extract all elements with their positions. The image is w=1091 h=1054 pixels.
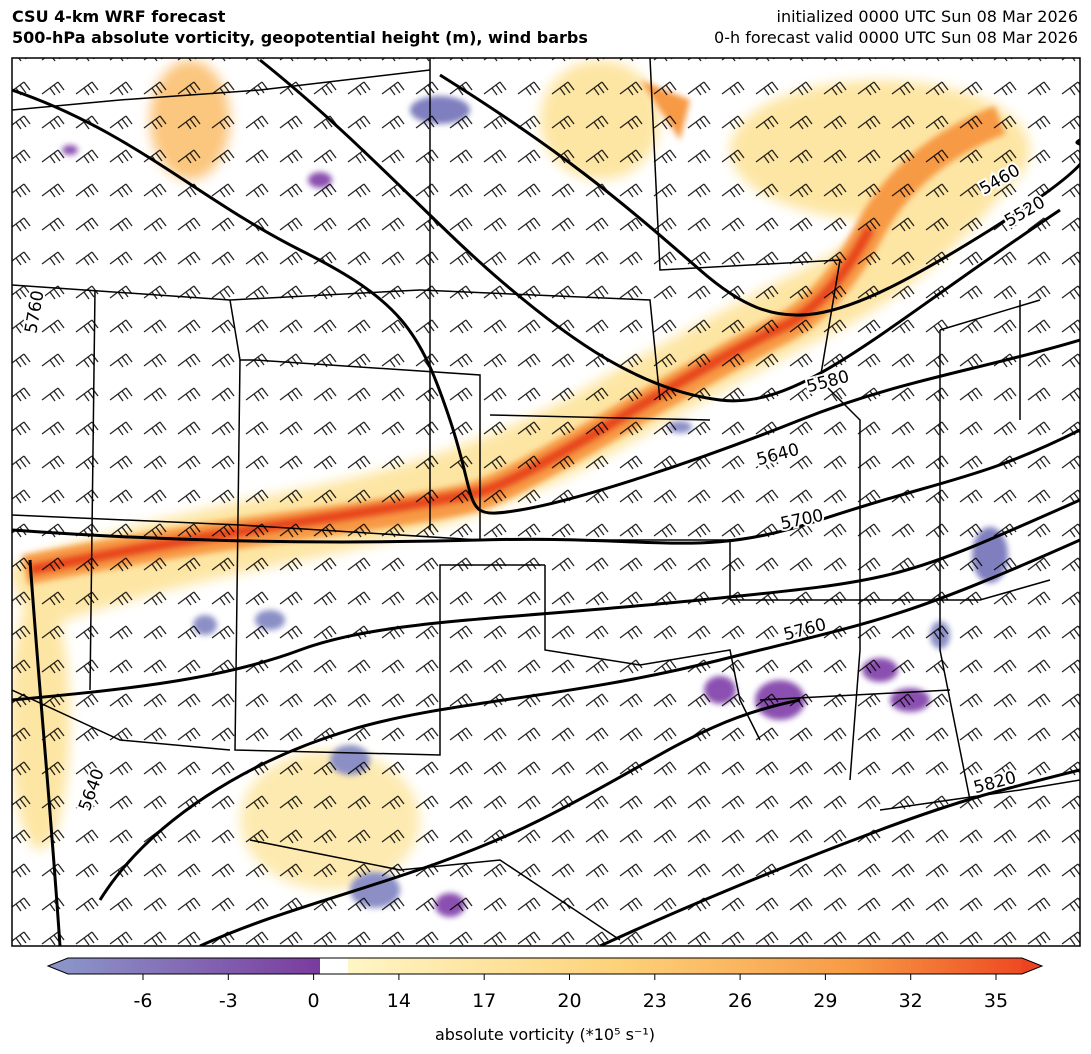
colorbar: [46, 957, 1044, 975]
colorbar-label: absolute vorticity (*10⁵ s⁻¹): [435, 1025, 655, 1044]
valid-time: 0-h forecast valid 0000 UTC Sun 08 Mar 2…: [714, 28, 1078, 47]
colorbar-tick-label: 23: [643, 990, 667, 1012]
colorbar-tick-label: 35: [984, 990, 1008, 1012]
colorbar-tick-label: 29: [813, 990, 837, 1012]
colorbar-tick-label: 0: [308, 990, 320, 1012]
subtitle: 500-hPa absolute vorticity, geopotential…: [12, 28, 588, 47]
map-frame: [11, 57, 1081, 947]
init-time: initialized 0000 UTC Sun 08 Mar 2026: [777, 7, 1079, 26]
colorbar-tick-label: -3: [219, 990, 238, 1012]
colorbar-tick-label: 20: [557, 990, 581, 1012]
colorbar-tick-label: 17: [472, 990, 496, 1012]
colorbar-tick-label: 14: [387, 990, 411, 1012]
colorbar-tick-label: 32: [899, 990, 923, 1012]
colorbar-tick-label: -6: [134, 990, 153, 1012]
title: CSU 4-km WRF forecast: [12, 7, 226, 26]
colorbar-tick-label: 26: [728, 990, 752, 1012]
